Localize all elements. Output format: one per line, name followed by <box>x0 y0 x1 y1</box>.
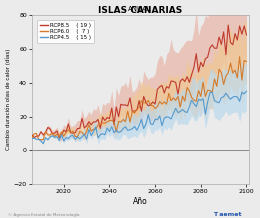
Text: ANUAL: ANUAL <box>128 6 152 12</box>
X-axis label: Año: Año <box>133 197 148 206</box>
Legend: RCP8.5    ( 19 ), RCP6.0    (  7 ), RCP4.5    ( 15 ): RCP8.5 ( 19 ), RCP6.0 ( 7 ), RCP4.5 ( 15… <box>37 20 94 43</box>
Text: © Agencia Estatal de Meteorología: © Agencia Estatal de Meteorología <box>8 213 79 217</box>
Y-axis label: Cambio duración olas de calor (días): Cambio duración olas de calor (días) <box>5 49 11 150</box>
Title: ISLAS CANARIAS: ISLAS CANARIAS <box>98 5 183 15</box>
Text: T aemet: T aemet <box>213 212 242 217</box>
